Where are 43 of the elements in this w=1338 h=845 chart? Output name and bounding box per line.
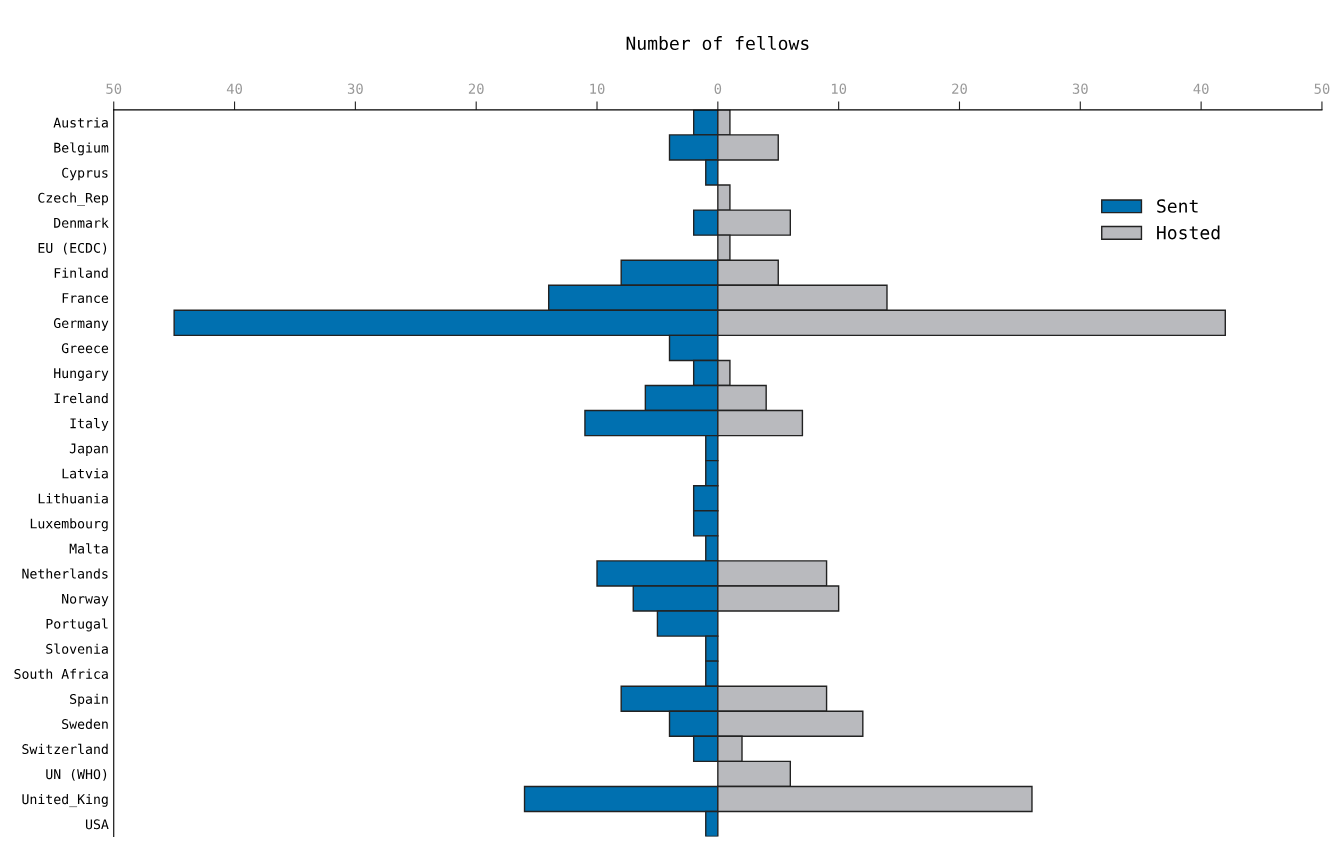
y-tick-label: Slovenia (46, 643, 108, 654)
y-tick-label: Denmark (54, 217, 109, 228)
y-tick-label: Japan (69, 443, 108, 456)
y-tick-label: South Africa (14, 668, 108, 679)
y-tick-label: Finland (54, 267, 108, 278)
x-tick-label: 30 (347, 83, 363, 94)
y-tick-label: Ireland (54, 392, 108, 404)
y-tick-label: United_King (22, 793, 108, 808)
y-tick-label: Greece (61, 343, 109, 354)
y-tick-label: Spain (70, 693, 108, 707)
x-axis-title: Number of fellows (626, 35, 809, 51)
y-tick-label: Sweden (62, 718, 108, 730)
y-tick-label: Portugal (46, 618, 108, 632)
y-tick-label: UN (WHO) (46, 768, 107, 781)
y-tick-label: Latvia (62, 468, 108, 479)
x-tick-label: 10 (831, 83, 847, 94)
y-tick-label: Cyprus (62, 167, 108, 181)
x-tick-label: 50 (106, 83, 122, 94)
y-tick-label: Lithuania (38, 493, 108, 504)
x-tick-label: 30 (1072, 83, 1088, 94)
x-tick-label: 50 (1314, 83, 1330, 94)
y-tick-label: Hungary (54, 368, 109, 381)
y-tick-label: Netherlands (22, 568, 108, 579)
legend-label: Hosted (1157, 225, 1220, 240)
y-tick-label: USA (85, 819, 109, 830)
y-tick-label: Luxembourg (30, 518, 108, 532)
y-tick-label: Italy (70, 418, 109, 431)
y-tick-label: Austria (53, 117, 108, 128)
x-tick-label: 20 (952, 83, 967, 94)
y-tick-label: Malta (69, 543, 108, 554)
y-tick-label: Belgium (54, 142, 109, 156)
y-tick-label: Switzerland (22, 743, 108, 755)
x-tick-label: 0 (714, 83, 722, 94)
x-tick-label: 20 (468, 83, 484, 94)
x-tick-label: 10 (590, 83, 605, 94)
y-tick-label: EU (ECDC) (38, 242, 107, 255)
y-tick-label: Czech_Rep (38, 192, 109, 206)
x-tick-label: 40 (1193, 83, 1209, 94)
legend-label: Sent (1157, 199, 1198, 213)
x-tick-label: 40 (226, 83, 243, 94)
y-tick-label: Germany (53, 318, 109, 331)
y-tick-label: France (62, 293, 109, 304)
y-tick-label: Norway (62, 593, 109, 607)
